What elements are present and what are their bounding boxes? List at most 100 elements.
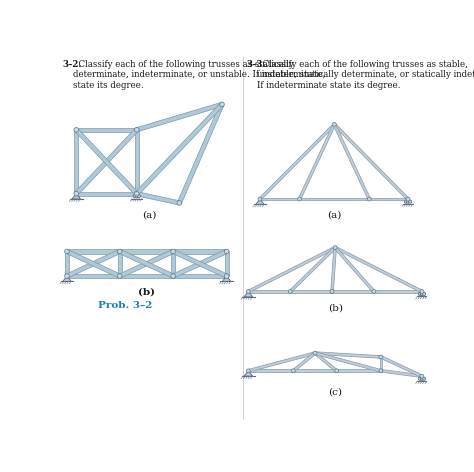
Polygon shape [72, 194, 81, 199]
Text: (a): (a) [327, 211, 342, 219]
Polygon shape [260, 198, 408, 201]
Circle shape [135, 194, 138, 198]
Text: 3–3.: 3–3. [246, 60, 265, 69]
Polygon shape [293, 370, 337, 372]
Polygon shape [173, 249, 227, 253]
Circle shape [298, 197, 301, 201]
Polygon shape [244, 371, 253, 376]
Circle shape [118, 249, 122, 254]
Polygon shape [120, 274, 173, 278]
Circle shape [74, 127, 79, 132]
Polygon shape [76, 127, 137, 132]
Polygon shape [248, 290, 290, 293]
Polygon shape [65, 252, 69, 276]
Polygon shape [333, 124, 409, 200]
Circle shape [74, 191, 79, 196]
Circle shape [367, 197, 371, 201]
Polygon shape [380, 356, 422, 378]
Circle shape [406, 200, 410, 203]
Polygon shape [292, 352, 316, 372]
Circle shape [409, 200, 412, 203]
Circle shape [171, 274, 175, 278]
Polygon shape [255, 199, 264, 204]
Polygon shape [75, 128, 138, 195]
Text: (b): (b) [328, 303, 343, 312]
Polygon shape [177, 103, 224, 204]
Circle shape [418, 377, 421, 380]
Polygon shape [289, 247, 336, 293]
Polygon shape [76, 192, 137, 196]
Polygon shape [119, 250, 174, 278]
Circle shape [64, 249, 69, 254]
Text: 3–2.: 3–2. [63, 60, 82, 69]
Text: (c): (c) [328, 388, 342, 397]
Circle shape [330, 289, 334, 294]
Polygon shape [244, 292, 253, 297]
Polygon shape [298, 124, 336, 200]
Polygon shape [333, 124, 371, 200]
Polygon shape [137, 192, 180, 205]
Polygon shape [120, 249, 173, 253]
Circle shape [137, 194, 140, 198]
Polygon shape [63, 276, 72, 281]
Circle shape [422, 293, 426, 295]
Text: (a): (a) [142, 211, 156, 219]
Polygon shape [222, 276, 231, 281]
Polygon shape [331, 247, 337, 292]
Text: Classify each of the following trusses as stable,
unstable, statically determina: Classify each of the following trusses a… [257, 60, 474, 90]
Circle shape [422, 377, 426, 380]
Polygon shape [67, 274, 120, 278]
Circle shape [135, 127, 139, 132]
Polygon shape [290, 290, 332, 293]
Circle shape [420, 289, 424, 294]
Polygon shape [75, 128, 138, 195]
Polygon shape [332, 290, 374, 293]
Polygon shape [135, 103, 224, 195]
Text: Prob. 3–2: Prob. 3–2 [98, 302, 152, 311]
Polygon shape [337, 370, 381, 372]
Circle shape [224, 249, 229, 254]
Polygon shape [118, 252, 122, 276]
Polygon shape [315, 352, 381, 372]
Circle shape [420, 377, 424, 380]
Circle shape [288, 289, 292, 294]
Circle shape [404, 200, 408, 203]
Circle shape [64, 274, 69, 278]
Circle shape [118, 274, 122, 278]
Polygon shape [335, 246, 422, 293]
Polygon shape [315, 352, 381, 358]
Circle shape [224, 274, 229, 278]
Circle shape [246, 289, 250, 294]
Polygon shape [314, 352, 337, 372]
Circle shape [313, 351, 317, 355]
Circle shape [406, 197, 410, 201]
Circle shape [372, 289, 376, 294]
Circle shape [133, 194, 137, 198]
Circle shape [379, 369, 383, 373]
Polygon shape [381, 370, 422, 378]
Polygon shape [374, 290, 422, 293]
Polygon shape [67, 249, 120, 253]
Text: (b): (b) [138, 287, 155, 296]
Polygon shape [172, 250, 228, 278]
Circle shape [258, 197, 262, 201]
Polygon shape [135, 130, 139, 194]
Polygon shape [136, 102, 223, 132]
Polygon shape [173, 274, 227, 278]
Circle shape [135, 191, 139, 196]
Polygon shape [248, 370, 293, 372]
Polygon shape [248, 246, 336, 293]
Circle shape [335, 369, 338, 373]
Circle shape [177, 201, 182, 205]
Polygon shape [259, 124, 335, 200]
Text: Classify each of the following trusses as statically
determinate, indeterminate,: Classify each of the following trusses a… [73, 60, 326, 90]
Circle shape [332, 122, 337, 126]
Polygon shape [334, 247, 375, 292]
Polygon shape [172, 250, 228, 278]
Circle shape [333, 245, 337, 250]
Polygon shape [248, 352, 315, 372]
Circle shape [246, 369, 250, 373]
Circle shape [379, 355, 383, 359]
Circle shape [418, 293, 421, 295]
Polygon shape [380, 357, 382, 371]
